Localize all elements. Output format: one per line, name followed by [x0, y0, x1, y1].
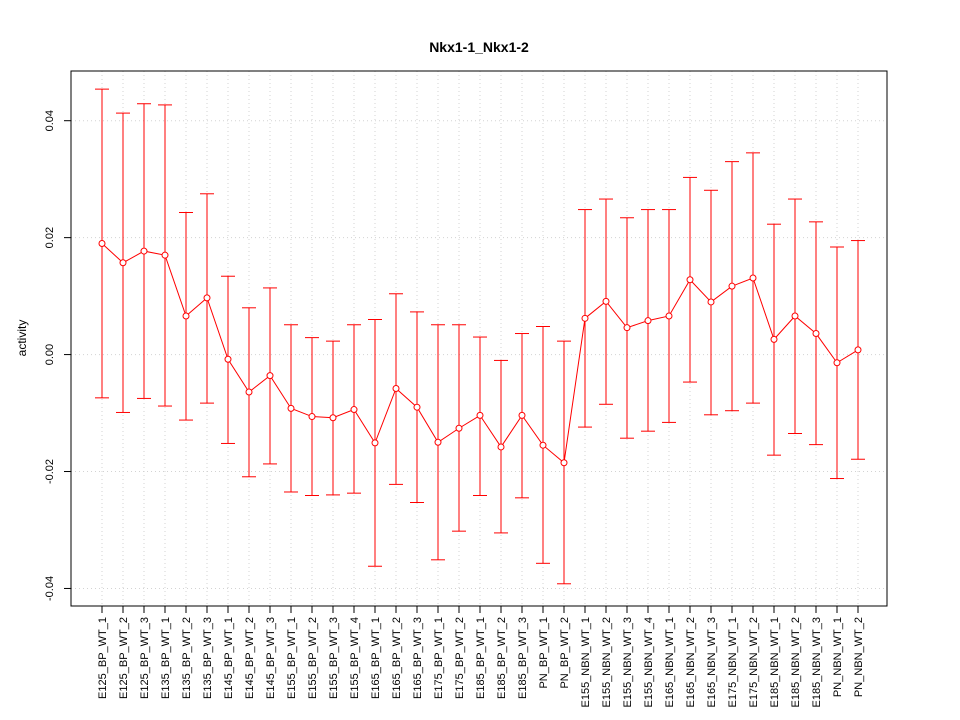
- plot-frame: [70, 70, 888, 607]
- data-point: [854, 346, 862, 354]
- x-tick-label: E165_BP_WT_3: [412, 617, 424, 699]
- data-point: [518, 411, 526, 419]
- data-point: [224, 355, 232, 363]
- x-tick-label: E145_BP_WT_2: [244, 617, 256, 699]
- x-tick-label: E175_BP_WT_2: [454, 617, 466, 699]
- data-point: [329, 414, 337, 422]
- x-tick-label: E155_NBN_WT_3: [622, 617, 634, 708]
- x-tick-label: E145_BP_WT_1: [223, 617, 235, 699]
- data-point: [623, 324, 631, 332]
- x-tick-label: E185_BP_WT_2: [496, 617, 508, 699]
- x-tick-label: E125_BP_WT_2: [118, 617, 130, 699]
- x-tick-label: E155_NBN_WT_4: [643, 617, 655, 708]
- data-point: [203, 294, 211, 302]
- data-point: [476, 411, 484, 419]
- data-point: [770, 335, 778, 343]
- data-point: [686, 276, 694, 284]
- data-point: [749, 274, 757, 282]
- x-tick-label: E125_BP_WT_3: [139, 617, 151, 699]
- x-tick-label: E185_BP_WT_3: [517, 617, 529, 699]
- x-tick-label: E165_NBN_WT_2: [685, 617, 697, 708]
- data-point: [455, 424, 463, 432]
- data-point: [833, 359, 841, 367]
- x-tick-label: E185_NBN_WT_2: [790, 617, 802, 708]
- y-axis-label: activity: [15, 320, 29, 357]
- grid-lines: [71, 71, 887, 606]
- chart-title: Nkx1-1_Nkx1-2: [429, 39, 529, 55]
- x-tick-label: PN_BP_WT_1: [538, 617, 550, 689]
- data-point: [791, 312, 799, 320]
- x-tick-label: E175_NBN_WT_1: [727, 617, 739, 708]
- data-point: [539, 441, 547, 449]
- x-tick-label: PN_NBN_WT_1: [832, 617, 844, 697]
- data-point: [266, 372, 274, 380]
- data-point: [560, 459, 568, 467]
- x-tick-label: E135_BP_WT_3: [202, 617, 214, 699]
- x-tick-label: E165_BP_WT_2: [391, 617, 403, 699]
- x-tick-label: E185_NBN_WT_3: [811, 617, 823, 708]
- data-point: [98, 239, 106, 247]
- data-points: [98, 239, 862, 467]
- x-tick-label: E155_BP_WT_1: [286, 617, 298, 699]
- x-axis: E125_BP_WT_1 E125_BP_WT_2 E125_BP_WT_3 E135…: [97, 606, 865, 708]
- y-tick-label: -0.04: [44, 576, 56, 601]
- data-point: [119, 259, 127, 267]
- x-tick-label: E155_NBN_WT_1: [580, 617, 592, 708]
- x-tick-label: E175_BP_WT_1: [433, 617, 445, 699]
- data-point: [602, 297, 610, 305]
- x-tick-label: E165_NBN_WT_1: [664, 617, 676, 708]
- y-tick-label: 0.04: [44, 110, 56, 131]
- y-tick-label: 0.00: [44, 344, 56, 365]
- data-point: [413, 403, 421, 411]
- x-tick-label: PN_NBN_WT_2: [853, 617, 865, 697]
- x-tick-label: E175_NBN_WT_2: [748, 617, 760, 708]
- x-tick-label: E185_NBN_WT_1: [769, 617, 781, 708]
- data-point: [161, 251, 169, 259]
- data-point: [644, 317, 652, 325]
- x-tick-label: PN_BP_WT_2: [559, 617, 571, 689]
- x-tick-label: E155_BP_WT_2: [307, 617, 319, 699]
- x-tick-label: E135_BP_WT_1: [160, 617, 172, 699]
- data-point: [350, 406, 358, 414]
- x-tick-label: E165_BP_WT_1: [370, 617, 382, 699]
- y-tick-label: -0.02: [44, 459, 56, 484]
- data-point: [497, 443, 505, 451]
- data-point: [287, 404, 295, 412]
- data-point: [665, 312, 673, 320]
- x-tick-label: E165_NBN_WT_3: [706, 617, 718, 708]
- data-point: [392, 384, 400, 392]
- x-tick-label: E185_BP_WT_1: [475, 617, 487, 699]
- x-tick-label: E145_BP_WT_3: [265, 617, 277, 699]
- data-point: [371, 439, 379, 447]
- y-axis: -0.04 -0.02 0.00 0.02 0.04: [44, 110, 71, 601]
- x-tick-label: E135_BP_WT_2: [181, 617, 193, 699]
- data-point: [728, 282, 736, 290]
- data-point: [812, 330, 820, 338]
- data-point: [140, 247, 148, 255]
- x-tick-label: E155_BP_WT_3: [328, 617, 340, 699]
- data-point: [707, 298, 715, 306]
- x-tick-label: E155_NBN_WT_2: [601, 617, 613, 708]
- x-tick-label: E155_BP_WT_4: [349, 617, 361, 699]
- data-point: [581, 314, 589, 322]
- data-point: [245, 388, 253, 396]
- y-tick-label: 0.02: [44, 227, 56, 248]
- data-point: [434, 438, 442, 446]
- data-point: [308, 413, 316, 421]
- x-tick-label: E125_BP_WT_1: [97, 617, 109, 699]
- data-point: [182, 312, 190, 320]
